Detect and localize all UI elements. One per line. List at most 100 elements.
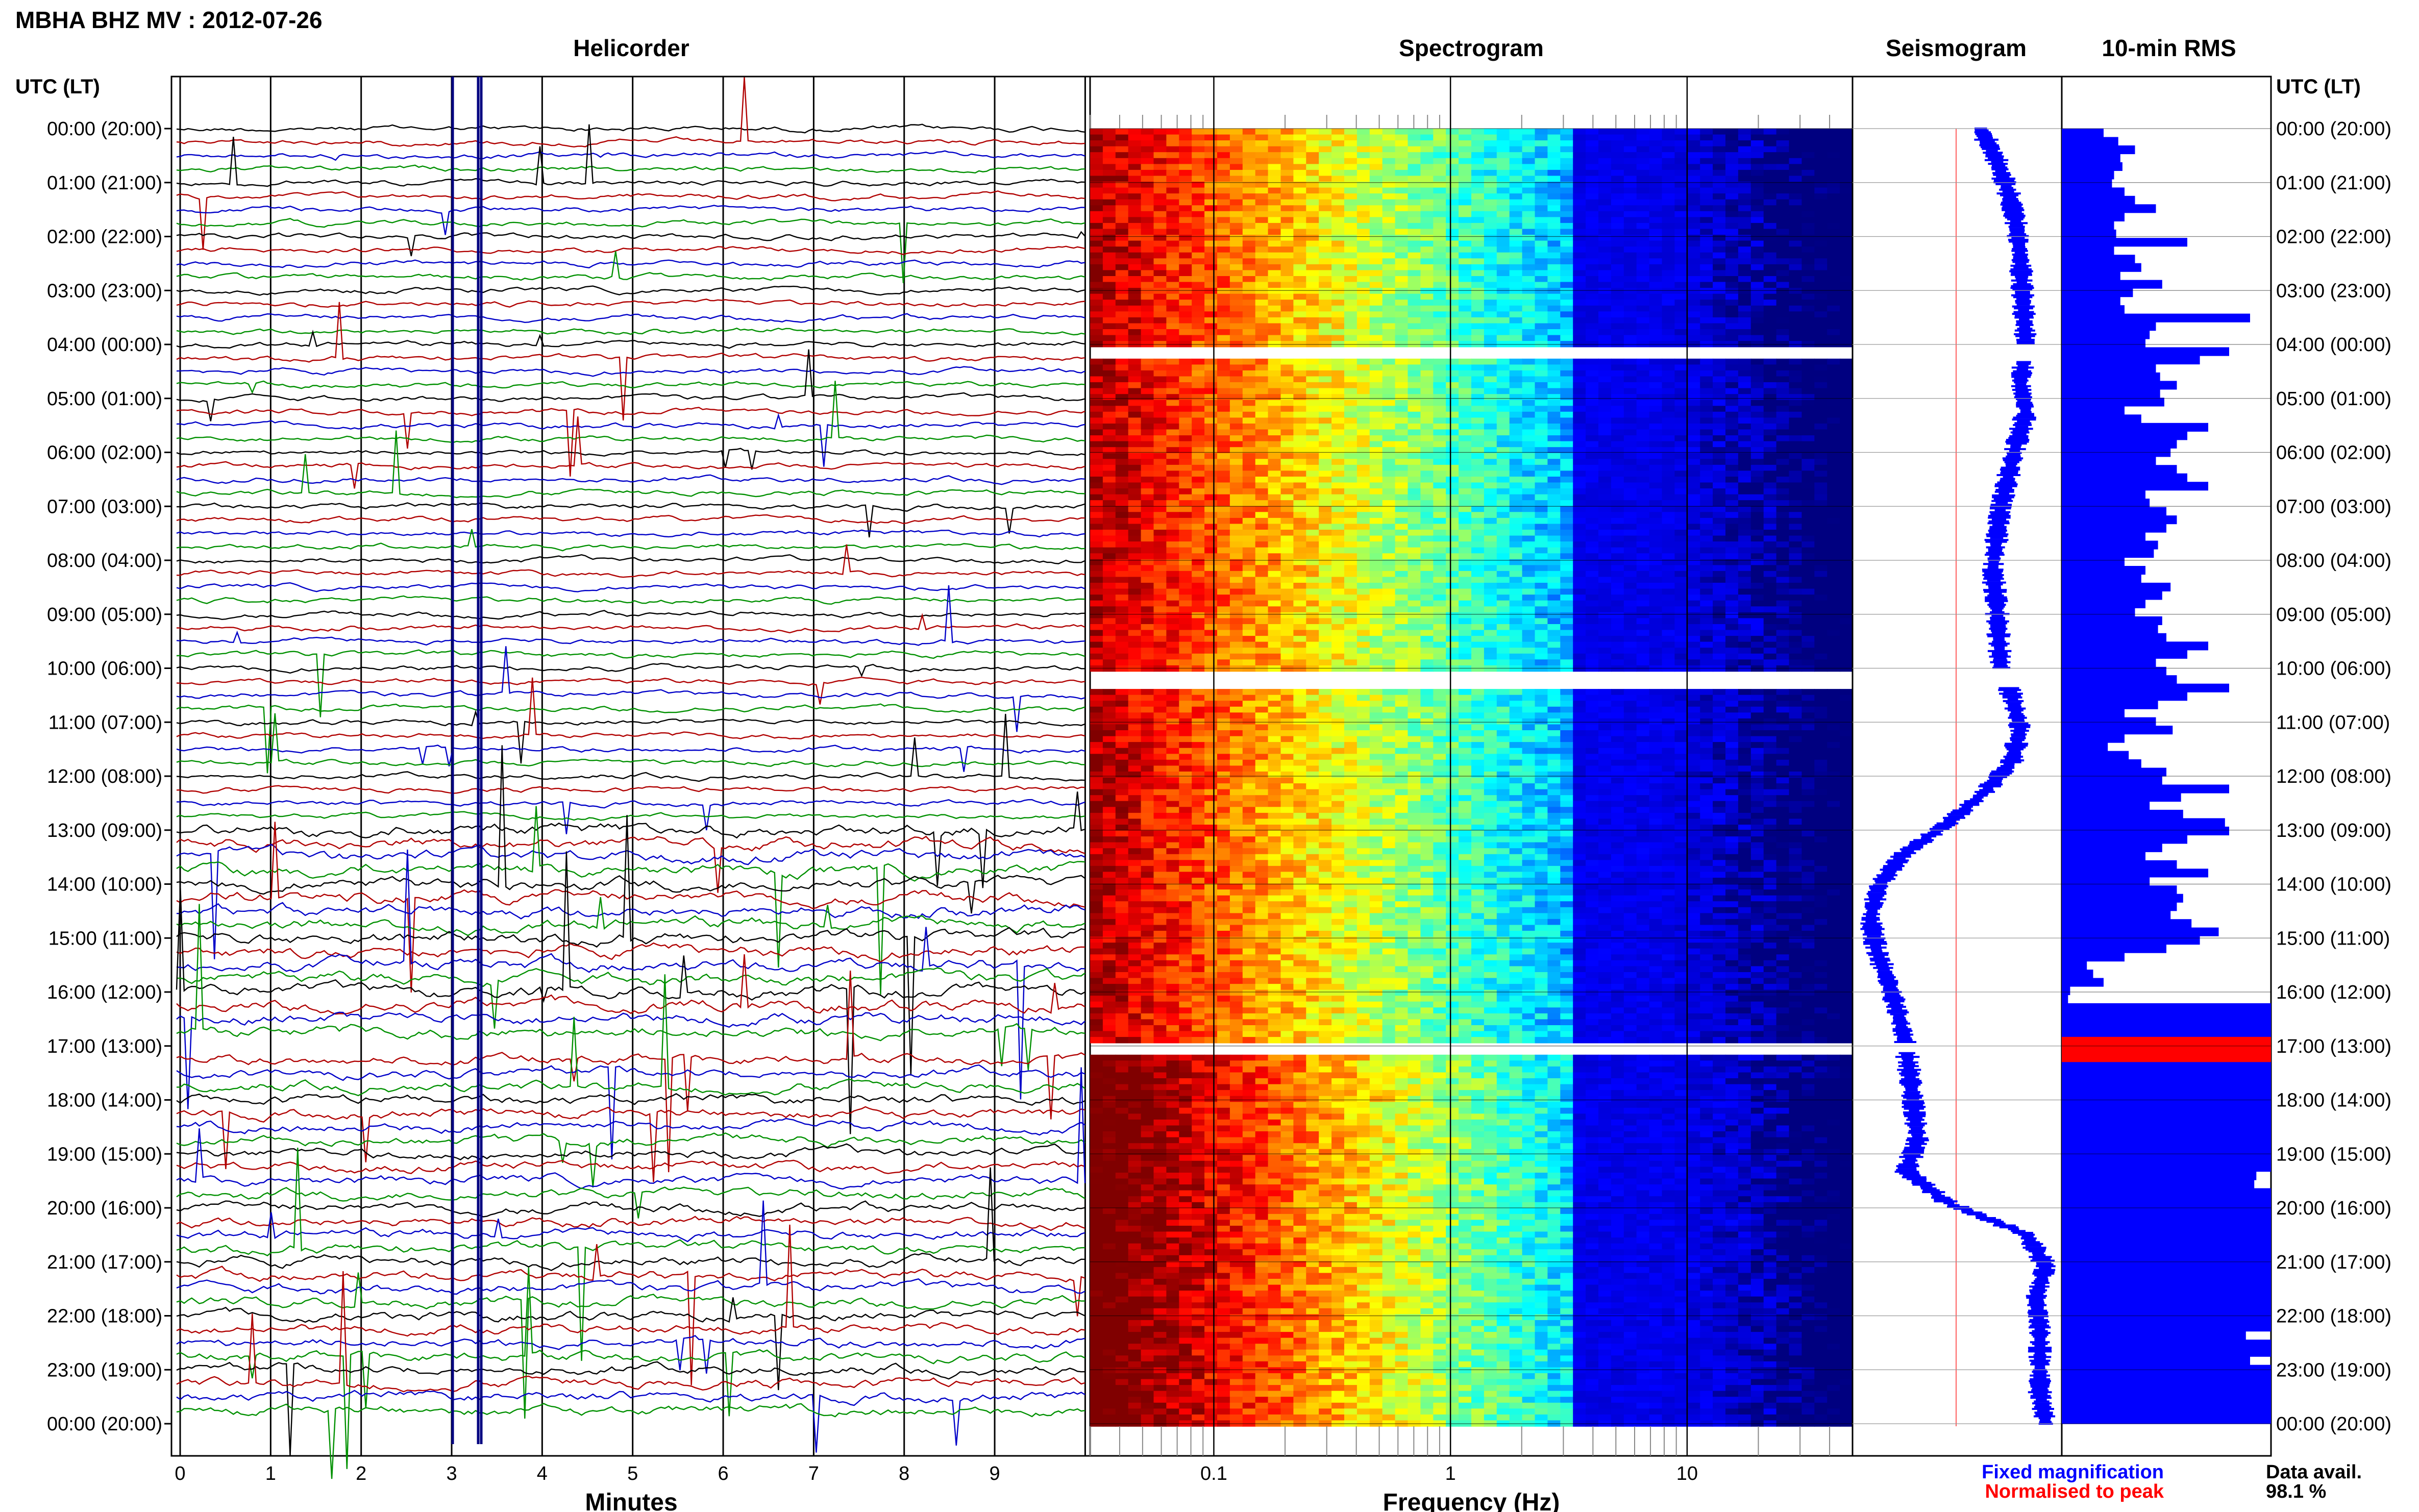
spectrogram-cell: [1636, 222, 1650, 230]
spectrogram-cell: [1674, 577, 1688, 583]
spectrogram-cell: [1369, 364, 1383, 371]
spectrogram-cell: [1102, 329, 1116, 336]
spectrogram-cell: [1102, 317, 1116, 324]
spectrogram-cell: [1179, 512, 1192, 518]
spectrogram-cell: [1623, 146, 1637, 153]
spectrogram-cell: [1598, 494, 1612, 501]
spectrogram-cell: [1763, 300, 1777, 306]
spectrogram-cell: [1662, 600, 1675, 607]
spectrogram-cell: [1801, 606, 1815, 613]
spectrogram-cell: [1395, 288, 1409, 294]
spectrogram-cell: [1115, 400, 1129, 407]
helicorder-trace: [176, 218, 1085, 283]
spectrogram-cell: [1547, 400, 1561, 407]
spectrogram-cell: [1623, 482, 1637, 489]
spectrogram-cell: [1319, 311, 1332, 318]
spectrogram-cell: [1674, 517, 1688, 525]
spectrogram-cell: [1192, 424, 1205, 430]
spectrogram-cell: [1293, 152, 1307, 159]
spectrogram-cell: [1547, 317, 1561, 324]
spectrogram-cell: [1713, 612, 1726, 619]
spectrogram-cell: [1217, 258, 1230, 265]
spectrogram-cell: [1700, 388, 1713, 394]
spectrogram-cell: [1319, 453, 1332, 460]
spectrogram-cell: [1674, 140, 1688, 147]
spectrogram-cell: [1446, 164, 1459, 170]
spectrogram-cell: [1128, 517, 1142, 525]
spectrogram-cell: [1280, 588, 1294, 595]
spectrogram-cell: [1408, 229, 1421, 235]
spectrogram-cell: [1598, 577, 1612, 583]
spectrogram-cell: [1840, 424, 1853, 430]
spectrogram-cell: [1827, 524, 1840, 530]
spectrogram-cell: [1840, 482, 1853, 489]
spectrogram-cell: [1293, 370, 1307, 377]
spectrogram-cell: [1115, 252, 1129, 259]
spectrogram-cell: [1687, 146, 1700, 153]
spectrogram-cell: [1153, 417, 1167, 424]
spectrogram-cell: [1535, 530, 1548, 536]
spectrogram-cell: [1763, 594, 1777, 601]
spectrogram-cell: [1586, 559, 1599, 566]
spectrogram-cell: [1471, 276, 1485, 283]
spectrogram-cell: [1115, 193, 1129, 200]
spectrogram-cell: [1204, 235, 1218, 241]
spectrogram-cell: [1229, 470, 1243, 477]
spectrogram-cell: [1102, 270, 1116, 277]
spectrogram-cell: [1356, 588, 1370, 595]
helicorder-trace: [176, 416, 1085, 489]
spectrogram-cell: [1598, 565, 1612, 572]
spectrogram-cell: [1535, 270, 1548, 277]
spectrogram-cell: [1420, 199, 1434, 206]
spectrogram-cell: [1446, 129, 1459, 135]
spectrogram-cell: [1763, 182, 1777, 188]
spectrogram-cell: [1586, 182, 1599, 188]
spectrogram-cell: [1471, 187, 1485, 194]
spectrogram-cell: [1382, 559, 1396, 566]
spectrogram-cell: [1166, 335, 1180, 341]
spectrogram-cell: [1179, 300, 1192, 306]
spectrogram-cell: [1128, 341, 1142, 348]
spectrogram-cell: [1115, 222, 1129, 230]
spectrogram-cell: [1141, 494, 1154, 501]
spectrogram-cell: [1776, 341, 1790, 348]
spectrogram-cell: [1319, 205, 1332, 212]
spectrogram-cell: [1763, 240, 1777, 247]
spectrogram-cell: [1674, 470, 1688, 477]
spectrogram-cell: [1446, 464, 1459, 472]
spectrogram-cell: [1433, 264, 1446, 271]
spectrogram-cell: [1814, 559, 1828, 566]
spectrogram-cell: [1827, 400, 1840, 407]
spectrogram-cell: [1229, 488, 1243, 495]
spectrogram-cell: [1649, 400, 1663, 407]
spectrogram-cell: [1433, 376, 1446, 383]
spectrogram-cell: [1496, 140, 1510, 147]
spectrogram-cell: [1700, 600, 1713, 607]
spectrogram-cell: [1141, 152, 1154, 159]
spectrogram-cell: [1687, 594, 1700, 601]
spectrogram-cell: [1293, 577, 1307, 583]
spectrogram-cell: [1408, 240, 1421, 247]
spectrogram-cell: [1408, 276, 1421, 283]
spectrogram-cell: [1319, 535, 1332, 542]
spectrogram-cell: [1687, 235, 1700, 241]
spectrogram-cell: [1229, 435, 1243, 442]
spectrogram-cell: [1535, 282, 1548, 288]
spectrogram-cell: [1356, 246, 1370, 253]
spectrogram-cell: [1128, 530, 1142, 536]
spectrogram-cell: [1649, 606, 1663, 613]
spectrogram-cell: [1192, 305, 1205, 312]
spectrogram-cell: [1382, 583, 1396, 589]
spectrogram-cell: [1331, 222, 1345, 230]
spectrogram-cell: [1611, 406, 1624, 412]
spectrogram-cell: [1750, 152, 1764, 159]
spectrogram-cell: [1331, 370, 1345, 377]
spectrogram-cell: [1141, 411, 1154, 418]
spectrogram-cell: [1369, 453, 1383, 460]
spectrogram-cell: [1713, 282, 1726, 288]
spectrogram-cell: [1395, 477, 1409, 483]
spectrogram-cell: [1217, 500, 1230, 507]
spectrogram-cell: [1801, 276, 1815, 283]
spectrogram-cell: [1255, 264, 1269, 271]
spectrogram-cell: [1395, 134, 1409, 141]
